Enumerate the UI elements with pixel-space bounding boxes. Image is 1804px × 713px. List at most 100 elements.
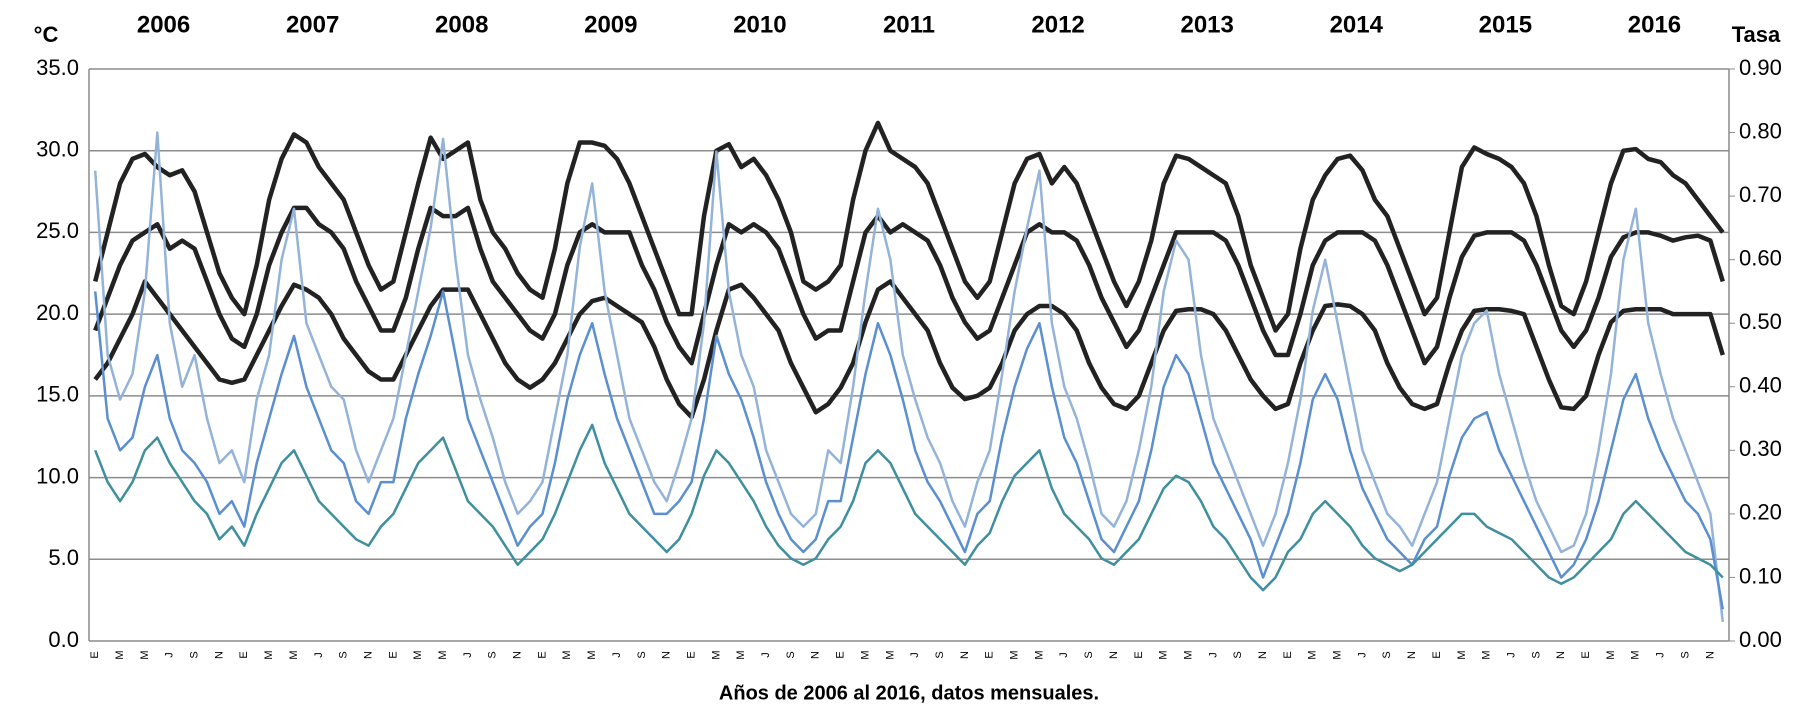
x-tick-label: J bbox=[1058, 652, 1070, 658]
y2-tick-label: 0.00 bbox=[1739, 627, 1782, 652]
x-tick-label: J bbox=[1505, 652, 1517, 658]
year-label: 2011 bbox=[883, 11, 935, 38]
x-tick-label: E bbox=[1580, 651, 1592, 658]
year-label: 2010 bbox=[733, 11, 786, 38]
y2-tick-label: 0.90 bbox=[1739, 55, 1782, 80]
x-tick-label: N bbox=[213, 651, 225, 659]
x-tick-label: E bbox=[387, 651, 399, 658]
x-tick-label: E bbox=[238, 651, 250, 658]
y2-axis-label: Tasa bbox=[1732, 22, 1781, 47]
x-tick-label: M bbox=[1307, 650, 1319, 659]
x-tick-label: E bbox=[89, 651, 101, 658]
y-tick-label: 10.0 bbox=[36, 463, 79, 488]
x-tick-label: M bbox=[263, 650, 275, 659]
x-tick-label: M bbox=[859, 650, 871, 659]
x-tick-label: S bbox=[785, 651, 797, 658]
x-tick-label: M bbox=[710, 650, 722, 659]
x-tick-label: M bbox=[1033, 650, 1045, 659]
y2-tick-label: 0.20 bbox=[1739, 500, 1782, 525]
x-tick-label: J bbox=[1356, 652, 1368, 658]
y-axis-label: °C bbox=[34, 22, 59, 47]
x-tick-label: M bbox=[1332, 650, 1344, 659]
x-tick-label: S bbox=[636, 651, 648, 658]
year-label: 2006 bbox=[137, 11, 190, 38]
year-label: 2014 bbox=[1330, 11, 1384, 38]
y2-tick-label: 0.10 bbox=[1739, 563, 1782, 588]
x-tick-label: M bbox=[1605, 650, 1617, 659]
x-tick-label: N bbox=[512, 651, 524, 659]
x-tick-label: S bbox=[1232, 651, 1244, 658]
x-tick-label: E bbox=[1282, 651, 1294, 658]
x-tick-label: M bbox=[1630, 650, 1642, 659]
y-tick-label: 35.0 bbox=[36, 55, 79, 80]
x-axis-label: Años de 2006 al 2016, datos mensuales. bbox=[719, 682, 1099, 704]
x-tick-label: M bbox=[1158, 650, 1170, 659]
y-tick-label: 5.0 bbox=[48, 545, 79, 570]
y2-tick-label: 0.30 bbox=[1739, 436, 1782, 461]
x-tick-label: M bbox=[1456, 650, 1468, 659]
y2-tick-label: 0.40 bbox=[1739, 373, 1782, 398]
x-tick-label: N bbox=[1257, 651, 1269, 659]
y-tick-label: 30.0 bbox=[36, 137, 79, 162]
y2-tick-label: 0.60 bbox=[1739, 245, 1782, 270]
x-tick-label: J bbox=[1207, 652, 1219, 658]
y-tick-label: 0.0 bbox=[48, 627, 79, 652]
y2-tick-label: 0.70 bbox=[1739, 182, 1782, 207]
x-tick-label: N bbox=[1704, 651, 1716, 659]
year-label: 2008 bbox=[435, 11, 488, 38]
x-tick-label: S bbox=[1381, 651, 1393, 658]
year-label: 2013 bbox=[1180, 11, 1233, 38]
series-line bbox=[94, 423, 1724, 592]
x-tick-label: E bbox=[536, 651, 548, 658]
year-label: 2015 bbox=[1479, 11, 1532, 38]
x-tick-label: M bbox=[412, 650, 424, 659]
series-line bbox=[93, 279, 1725, 420]
x-tick-label: J bbox=[760, 652, 772, 658]
x-tick-label: S bbox=[1679, 651, 1691, 658]
year-label: 2016 bbox=[1628, 11, 1681, 38]
x-tick-label: M bbox=[114, 650, 126, 659]
x-tick-label: J bbox=[909, 652, 921, 658]
x-tick-label: M bbox=[561, 650, 573, 659]
x-tick-label: J bbox=[313, 652, 325, 658]
x-tick-label: E bbox=[835, 651, 847, 658]
x-tick-label: N bbox=[1406, 651, 1418, 659]
year-label: 2009 bbox=[584, 11, 637, 38]
year-label: 2012 bbox=[1031, 11, 1084, 38]
x-tick-label: S bbox=[1530, 651, 1542, 658]
x-tick-label: S bbox=[934, 651, 946, 658]
x-tick-label: J bbox=[611, 652, 623, 658]
x-tick-label: M bbox=[139, 650, 151, 659]
x-tick-label: M bbox=[1182, 650, 1194, 659]
series-line bbox=[93, 120, 1725, 333]
x-tick-label: E bbox=[1431, 651, 1443, 658]
x-tick-label: M bbox=[437, 650, 449, 659]
x-tick-label: S bbox=[487, 651, 499, 658]
x-tick-label: J bbox=[462, 652, 474, 658]
series-line bbox=[93, 290, 1725, 610]
x-tick-label: M bbox=[735, 650, 747, 659]
x-tick-label: N bbox=[810, 651, 822, 659]
x-tick-label: S bbox=[1083, 651, 1095, 658]
x-tick-label: N bbox=[1108, 651, 1120, 659]
x-tick-label: E bbox=[685, 651, 697, 658]
x-tick-label: M bbox=[586, 650, 598, 659]
y-tick-label: 20.0 bbox=[36, 300, 79, 325]
x-tick-label: N bbox=[362, 651, 374, 659]
y2-tick-label: 0.50 bbox=[1739, 309, 1782, 334]
series-line bbox=[93, 131, 1725, 623]
x-tick-label: M bbox=[884, 650, 896, 659]
y2-tick-label: 0.80 bbox=[1739, 118, 1782, 143]
x-tick-label: M bbox=[288, 650, 300, 659]
x-tick-label: M bbox=[1009, 650, 1021, 659]
x-tick-label: S bbox=[338, 651, 350, 658]
x-tick-label: E bbox=[1133, 651, 1145, 658]
x-tick-label: N bbox=[661, 651, 673, 659]
x-tick-label: S bbox=[189, 651, 201, 658]
x-tick-label: M bbox=[1481, 650, 1493, 659]
x-tick-label: N bbox=[1555, 651, 1567, 659]
series-line bbox=[93, 205, 1725, 366]
x-tick-label: N bbox=[959, 651, 971, 659]
y-tick-label: 15.0 bbox=[36, 382, 79, 407]
